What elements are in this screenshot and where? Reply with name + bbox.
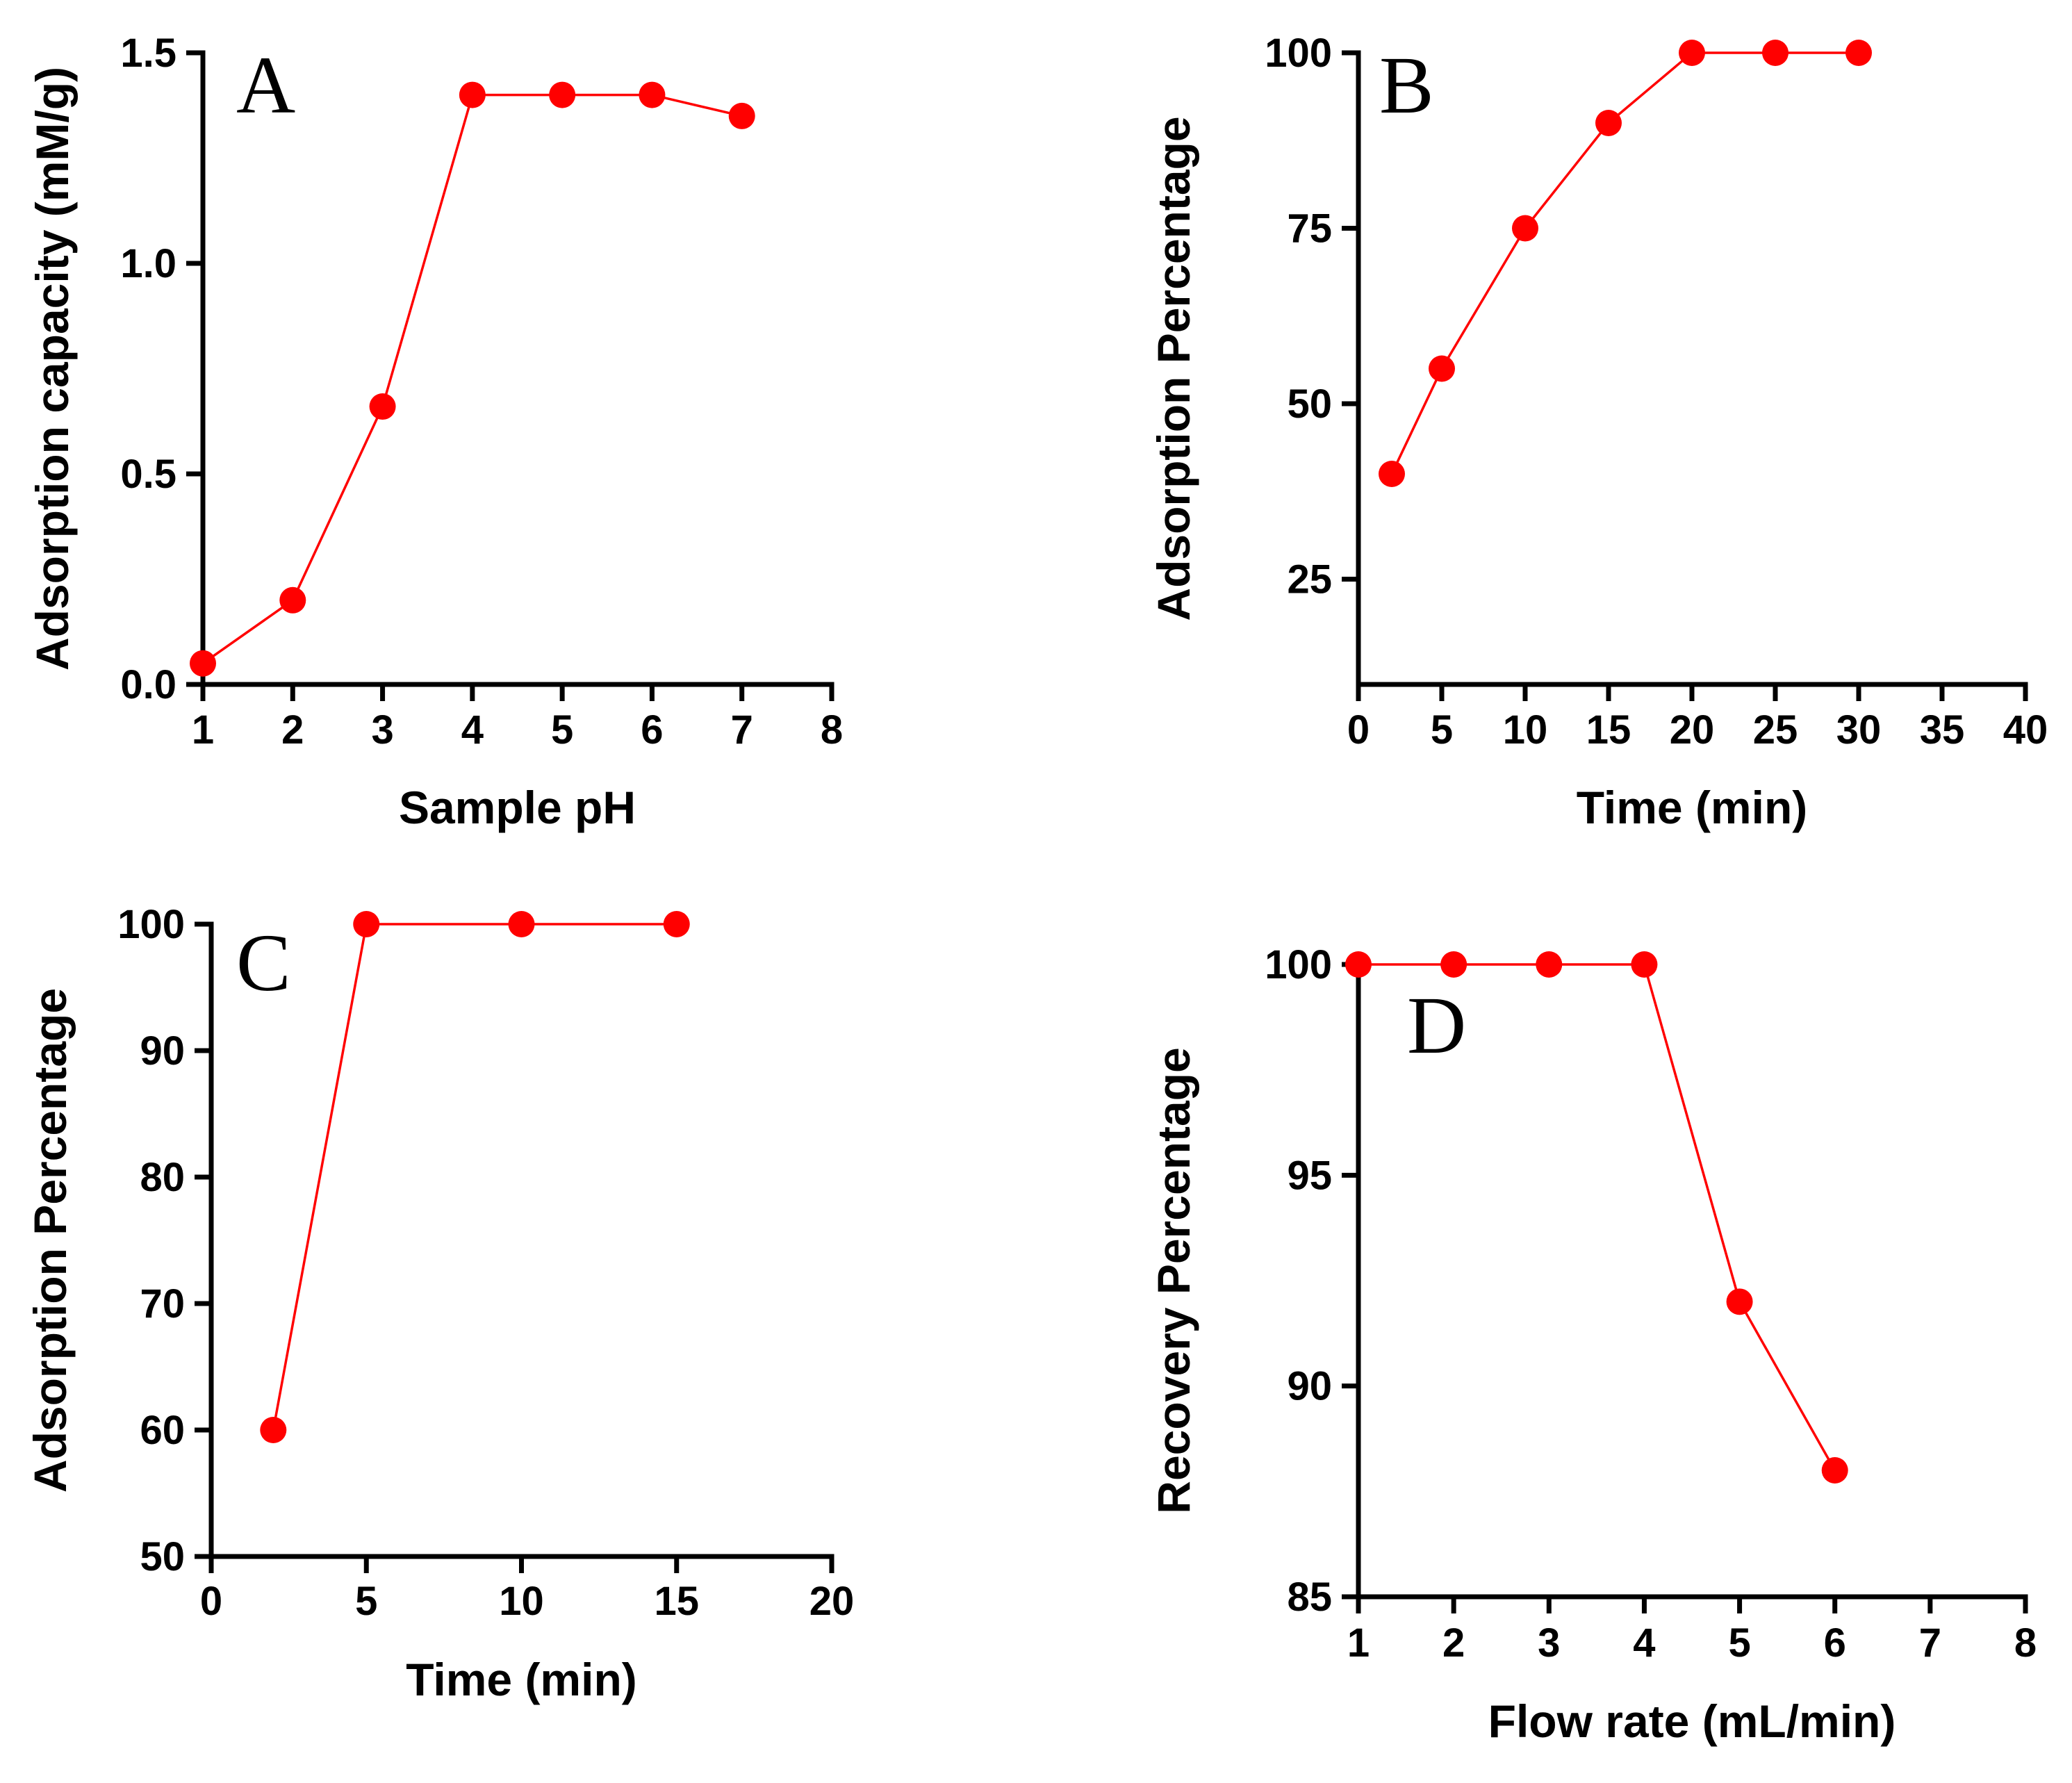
y-tick-label: 75 — [1287, 206, 1332, 252]
data-point — [549, 81, 576, 108]
x-tick-label: 5 — [355, 1579, 377, 1624]
x-tick-label: 4 — [461, 707, 484, 753]
x-tick-label: 25 — [1753, 707, 1798, 753]
x-tick-label: 35 — [1920, 707, 1965, 753]
y-tick-label: 70 — [140, 1281, 185, 1326]
data-point — [1429, 355, 1455, 382]
chart-panel-d: 85 90 95 100 1 2 3 4 5 6 7 8 Flow rate (mL/min) Recov… — [1148, 942, 2037, 1747]
x-tick-label: 2 — [1442, 1620, 1465, 1666]
data-point — [1631, 951, 1658, 978]
y-axis-label: Adsorption Percentage — [24, 988, 76, 1493]
x-tick-label: 5 — [551, 707, 573, 753]
data-point — [369, 393, 396, 420]
x-tick-label: 8 — [2014, 1620, 2037, 1666]
data-point — [1845, 40, 1872, 66]
data-point — [1762, 40, 1789, 66]
y-tick-label: 0.0 — [120, 662, 176, 707]
data-point — [639, 81, 666, 108]
x-axis-label: Flow rate (mL/min) — [1488, 1695, 1896, 1747]
x-axis-label: Time (min) — [1577, 782, 1807, 833]
x-tick-label: 5 — [1728, 1620, 1750, 1666]
x-tick-label: 0 — [1347, 707, 1370, 753]
y-tick-label: 50 — [140, 1534, 185, 1579]
x-tick-label: 4 — [1633, 1620, 1655, 1666]
x-tick-label: 2 — [281, 707, 304, 753]
y-tick-label: 25 — [1287, 557, 1332, 602]
x-tick-label: 8 — [821, 707, 843, 753]
x-tick-label: 15 — [654, 1579, 699, 1624]
x-tick-label: 1 — [192, 707, 214, 753]
data-point — [1345, 951, 1372, 978]
x-tick-label: 0 — [200, 1579, 222, 1624]
series-line — [272, 923, 677, 1431]
x-axis-label: Time (min) — [406, 1654, 636, 1705]
x-tick-label: 30 — [1836, 707, 1882, 753]
x-tick-label: 10 — [499, 1579, 544, 1624]
x-tick-label: 6 — [641, 707, 663, 753]
data-point — [728, 102, 755, 129]
x-tick-label: 40 — [2003, 707, 2048, 753]
x-tick-label: 1 — [1347, 1620, 1370, 1666]
x-tick-label: 7 — [1919, 1620, 1941, 1666]
panel-letter: B — [1379, 40, 1434, 131]
series-line — [1358, 963, 1836, 1471]
data-point — [190, 650, 216, 677]
y-tick-label: 1.0 — [120, 241, 176, 286]
y-axis-label: Adsorption Percentage — [1148, 116, 1199, 621]
y-tick-label: 85 — [1287, 1575, 1332, 1620]
y-tick-label: 100 — [1265, 942, 1332, 987]
x-tick-label: 6 — [1824, 1620, 1846, 1666]
chart-panel-c: 50 60 70 80 90 100 0 5 10 15 20 Time (min) Adsorptio… — [24, 902, 854, 1705]
data-point — [508, 911, 535, 937]
panel-letter: A — [236, 40, 295, 131]
data-point — [459, 81, 486, 108]
data-point — [1821, 1457, 1848, 1484]
y-axis-label: Recovery Percentage — [1148, 1047, 1199, 1513]
series-line — [1390, 51, 1859, 475]
data-point — [1440, 951, 1467, 978]
data-point — [1679, 40, 1705, 66]
panel-letter: C — [236, 917, 291, 1008]
data-point — [260, 1417, 287, 1443]
y-tick-label: 0.5 — [120, 452, 176, 497]
data-point — [279, 586, 306, 614]
y-tick-label: 60 — [140, 1408, 185, 1453]
x-tick-label: 10 — [1503, 707, 1548, 753]
chart-panel-a: 0.0 0.5 1.0 1.5 1 2 3 4 5 6 7 8 Sample pH Adsorption … — [26, 31, 843, 833]
x-tick-label: 3 — [371, 707, 393, 753]
y-tick-label: 1.5 — [120, 31, 176, 76]
y-tick-label: 50 — [1287, 381, 1332, 427]
chart-panel-b: 25 50 75 100 0 5 10 15 20 25 30 35 40 Time (min) Adsor… — [1148, 31, 2048, 833]
y-tick-label: 90 — [1287, 1364, 1332, 1409]
data-point — [1536, 951, 1563, 978]
y-tick-label: 95 — [1287, 1153, 1332, 1198]
data-point — [663, 911, 690, 937]
panel-letter: D — [1407, 980, 1466, 1071]
data-point — [1595, 110, 1622, 136]
data-point — [1512, 215, 1538, 242]
y-tick-label: 80 — [140, 1155, 185, 1200]
y-tick-label: 90 — [140, 1028, 185, 1074]
x-tick-label: 5 — [1431, 707, 1453, 753]
x-tick-label: 7 — [731, 707, 753, 753]
data-point — [353, 911, 380, 937]
x-tick-label: 20 — [809, 1579, 855, 1624]
x-tick-label: 20 — [1670, 707, 1715, 753]
y-tick-label: 100 — [1265, 31, 1332, 76]
x-axis-label: Sample pH — [399, 782, 636, 833]
data-point — [1379, 461, 1405, 487]
y-tick-label: 100 — [117, 902, 185, 947]
series-line — [202, 93, 743, 665]
x-tick-label: 3 — [1538, 1620, 1560, 1666]
x-tick-label: 15 — [1586, 707, 1631, 753]
data-point — [1726, 1288, 1753, 1315]
y-axis-label: Adsorption capacity (mM/g) — [26, 67, 78, 671]
